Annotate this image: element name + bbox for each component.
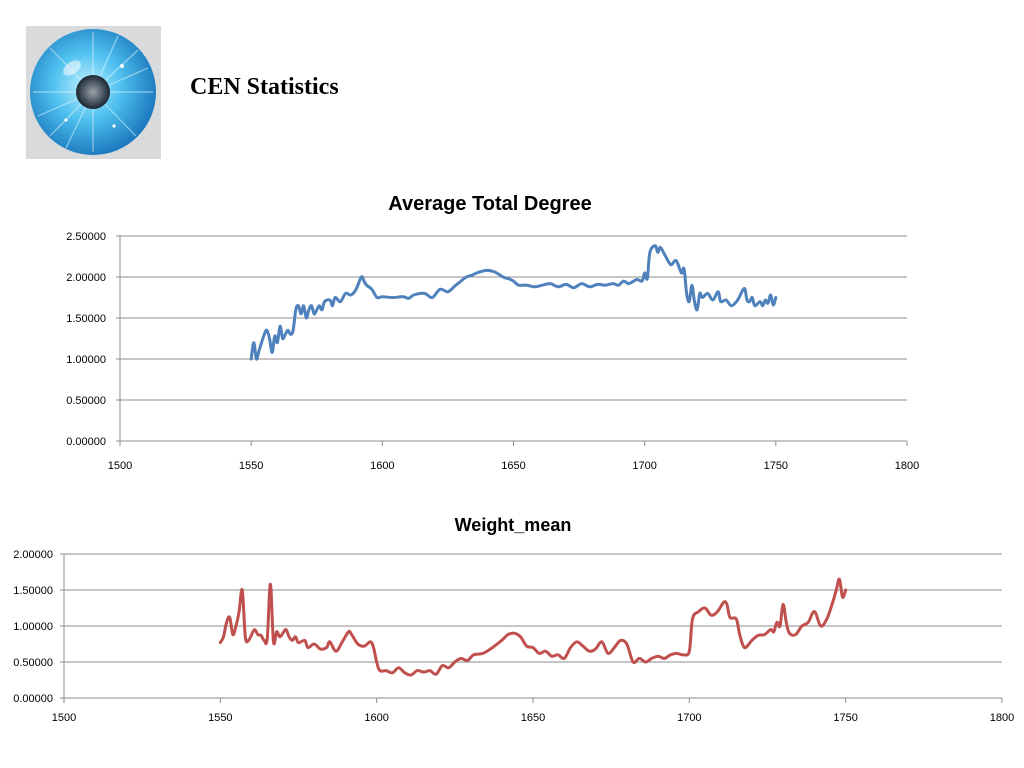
x-tick-label: 1500	[108, 460, 132, 472]
x-tick-label: 1750	[833, 712, 857, 724]
y-tick-label: 1.00000	[66, 354, 106, 366]
y-tick-label: 1.50000	[66, 313, 106, 325]
y-tick-label: 0.50000	[13, 657, 53, 669]
y-tick-label: 2.00000	[66, 272, 106, 284]
series-line	[218, 577, 848, 677]
y-tick-label: 2.50000	[66, 231, 106, 243]
y-tick-label: 0.50000	[66, 395, 106, 407]
chart-title: Average Total Degree	[388, 193, 591, 215]
chart-average-total-degree: Average Total Degree 0.00000 0.50000 1.0000…	[66, 193, 919, 472]
x-tick-label: 1650	[521, 712, 545, 724]
y-tick-label: 1.00000	[13, 621, 53, 633]
x-tick-label: 1750	[764, 460, 788, 472]
y-tick-label: 0.00000	[13, 693, 53, 705]
y-tick-label: 0.00000	[66, 436, 106, 448]
eye-iris-icon	[26, 26, 161, 159]
x-tick-label: 1800	[990, 712, 1014, 724]
x-tick-label: 1550	[208, 712, 232, 724]
x-tick-label: 1700	[632, 460, 656, 472]
x-tick-label: 1600	[370, 460, 394, 472]
x-tick-label: 1600	[364, 712, 388, 724]
x-tick-label: 1650	[501, 460, 525, 472]
y-tick-label: 2.00000	[13, 549, 53, 561]
x-tick-label: 1500	[52, 712, 76, 724]
chart-title: Weight_mean	[455, 515, 572, 535]
x-tick-label: 1700	[677, 712, 701, 724]
y-tick-label: 1.50000	[13, 585, 53, 597]
series-line	[249, 244, 778, 361]
x-tick-label: 1550	[239, 460, 263, 472]
chart-weight-mean: Weight_mean 0.00000 0.50000 1.00000 1.50000 2…	[13, 515, 1014, 724]
page-title: CEN Statistics	[190, 74, 339, 100]
x-tick-label: 1800	[895, 460, 919, 472]
